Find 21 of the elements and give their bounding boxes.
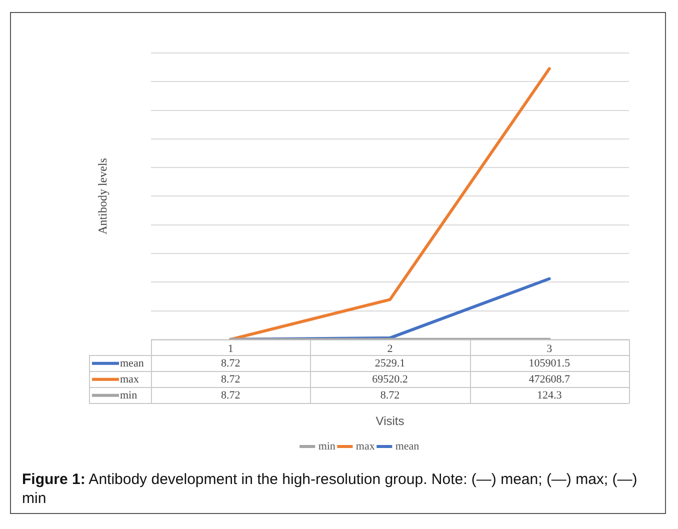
legend-label: mean bbox=[120, 357, 144, 370]
y-axis-title: Antibody levels bbox=[95, 158, 110, 234]
data-label: 2529.1 bbox=[374, 357, 406, 370]
data-label: 8.72 bbox=[221, 373, 240, 386]
data-label: 105901.5 bbox=[528, 357, 570, 370]
data-label: 8.72 bbox=[221, 389, 240, 402]
x-tick-label: 1 bbox=[228, 342, 234, 355]
data-label: 124.3 bbox=[536, 389, 562, 402]
x-tick-label: 2 bbox=[387, 342, 393, 355]
text: max bbox=[356, 440, 375, 452]
text: min bbox=[120, 389, 138, 402]
text: Figure 1: Antibody development in the high-resolution group. Note: (—) mean; (—) max; (—) min bbox=[22, 471, 638, 507]
data-label: 8.72 bbox=[380, 389, 400, 402]
x-axis-title: Visits bbox=[376, 414, 404, 428]
data-label: 8.72 bbox=[221, 357, 240, 370]
text: mean bbox=[395, 440, 420, 452]
data-label: 69520.2 bbox=[372, 373, 408, 386]
x-tick-label: 3 bbox=[546, 342, 553, 355]
legend-label: max bbox=[120, 373, 140, 386]
legend-label: min bbox=[318, 440, 336, 452]
data-label: 472608.7 bbox=[528, 373, 570, 386]
